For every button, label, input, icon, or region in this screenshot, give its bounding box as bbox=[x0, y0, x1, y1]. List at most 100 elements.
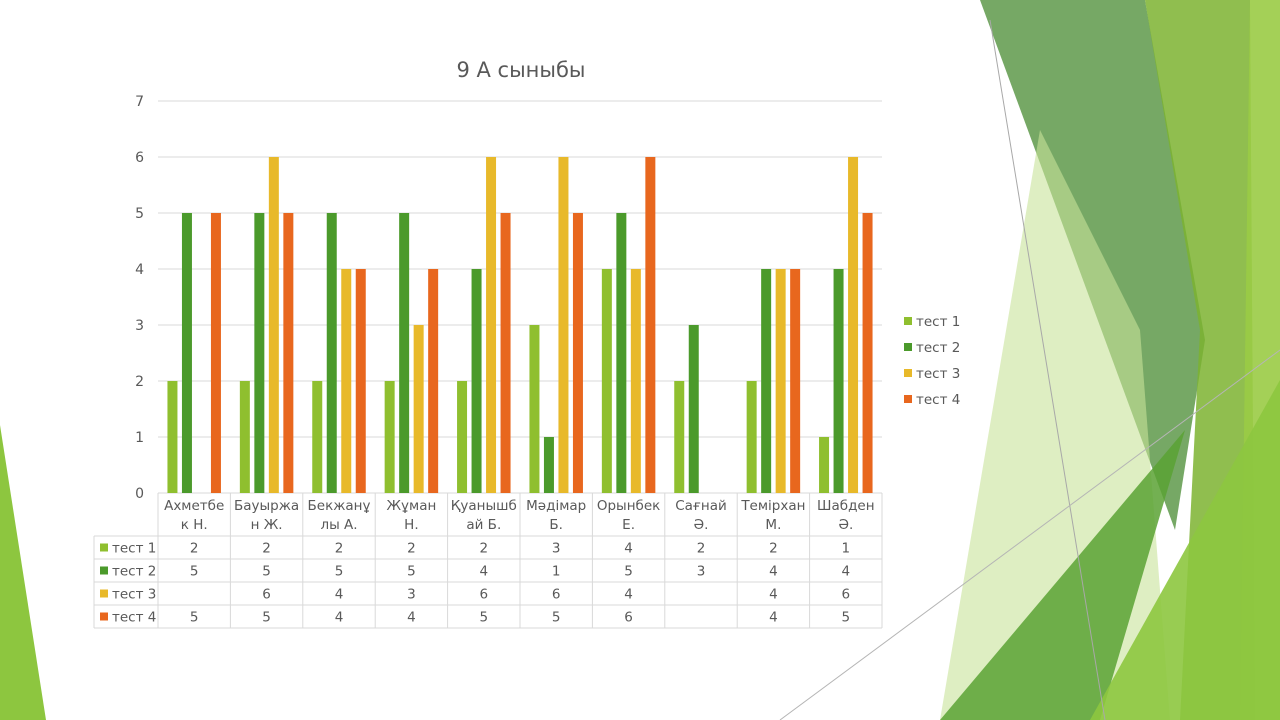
table-cell: 6 bbox=[480, 587, 489, 603]
category-label: Ә. bbox=[694, 517, 709, 533]
bar bbox=[790, 269, 801, 493]
category-label: Жұман bbox=[386, 498, 436, 514]
table-cell: 3 bbox=[697, 564, 706, 580]
table-cell: 1 bbox=[842, 541, 851, 557]
bar bbox=[616, 213, 627, 493]
bar bbox=[645, 157, 656, 493]
y-tick-label: 6 bbox=[135, 150, 144, 166]
legend-key bbox=[904, 317, 912, 325]
bar bbox=[239, 381, 250, 493]
category-label: Мәдімар bbox=[526, 498, 586, 514]
table-cell: 2 bbox=[769, 541, 778, 557]
legend-key bbox=[904, 369, 912, 377]
table-cell: 2 bbox=[480, 541, 489, 557]
bar bbox=[601, 269, 612, 493]
bar bbox=[529, 325, 540, 493]
category-label: Ә. bbox=[838, 517, 853, 533]
table-cell: 5 bbox=[407, 564, 416, 580]
y-tick-label: 5 bbox=[135, 206, 144, 222]
category-label: ай Б. bbox=[466, 517, 501, 533]
bar bbox=[355, 269, 366, 493]
gridlines bbox=[158, 100, 882, 494]
y-tick-label: 7 bbox=[135, 94, 144, 110]
legend-label: тест 2 bbox=[916, 340, 960, 356]
category-label: Б. bbox=[549, 517, 563, 533]
bar bbox=[326, 213, 337, 493]
data-table: Ахметбе к Н. Бауыржа н Ж. Бекжанұ лы А. Жұман Н… bbox=[93, 493, 883, 629]
bar bbox=[761, 269, 772, 493]
legend-label: тест 4 bbox=[916, 392, 960, 408]
table-series-name: тест 2 bbox=[112, 564, 156, 580]
bar bbox=[312, 381, 323, 493]
category-label: Н. bbox=[404, 517, 418, 533]
bar bbox=[428, 269, 439, 493]
table-cell: 3 bbox=[407, 587, 416, 603]
table-cell: 4 bbox=[624, 587, 633, 603]
decor-shape bbox=[1090, 380, 1280, 720]
category-label: Ахметбе bbox=[164, 498, 224, 514]
bar bbox=[746, 381, 757, 493]
bar bbox=[471, 269, 482, 493]
category-label: н Ж. bbox=[251, 517, 283, 533]
table-cell: 6 bbox=[842, 587, 851, 603]
table-cell: 5 bbox=[480, 610, 489, 626]
y-tick-label: 0 bbox=[135, 486, 144, 502]
category-label: лы А. bbox=[320, 517, 357, 533]
table-cell: 4 bbox=[480, 564, 489, 580]
bar bbox=[413, 325, 424, 493]
table-cell: 5 bbox=[190, 564, 199, 580]
bar bbox=[674, 381, 685, 493]
bar bbox=[848, 157, 859, 493]
bar bbox=[457, 381, 468, 493]
bar bbox=[558, 157, 569, 493]
legend-key bbox=[904, 343, 912, 351]
table-cell: 2 bbox=[335, 541, 344, 557]
table-series-name: тест 3 bbox=[112, 587, 156, 603]
y-tick-label: 2 bbox=[135, 374, 144, 390]
bar bbox=[399, 213, 410, 493]
table-series-name: тест 1 bbox=[112, 541, 156, 557]
table-cell: 4 bbox=[769, 587, 778, 603]
category-label: М. bbox=[765, 517, 781, 533]
table-legend-key bbox=[100, 543, 108, 552]
bar bbox=[688, 325, 699, 493]
bar bbox=[283, 213, 294, 493]
category-label: Сағнай bbox=[675, 498, 727, 514]
table-series-name: тест 4 bbox=[112, 610, 156, 626]
category-label: к Н. bbox=[181, 517, 208, 533]
category-label: Қуанышб bbox=[451, 498, 517, 514]
legend: тест 1 тест 2 тест 3 тест 4 bbox=[904, 314, 960, 408]
bar bbox=[254, 213, 265, 493]
table-cell: 4 bbox=[842, 564, 851, 580]
table-cell: 6 bbox=[262, 587, 271, 603]
bar bbox=[167, 381, 178, 493]
table-cell: 4 bbox=[335, 587, 344, 603]
table-cell: 3 bbox=[552, 541, 561, 557]
decor-shape bbox=[940, 430, 1185, 720]
bar bbox=[500, 213, 511, 493]
y-tick-label: 1 bbox=[135, 430, 144, 446]
y-tick-label: 3 bbox=[135, 318, 144, 334]
bar bbox=[181, 213, 192, 493]
y-tick-label: 4 bbox=[135, 262, 144, 278]
table-cell: 4 bbox=[769, 610, 778, 626]
bar bbox=[819, 437, 830, 493]
y-axis: 0 1 2 3 4 5 6 7 bbox=[135, 94, 144, 502]
table-cell: 5 bbox=[624, 564, 633, 580]
legend-label: тест 1 bbox=[916, 314, 960, 330]
bar bbox=[341, 269, 352, 493]
table-cell: 1 bbox=[552, 564, 561, 580]
bar bbox=[833, 269, 844, 493]
bar bbox=[384, 381, 395, 493]
table-cell: 6 bbox=[552, 587, 561, 603]
bar bbox=[572, 213, 583, 493]
table-legend-key bbox=[100, 566, 108, 575]
table-cell: 2 bbox=[190, 541, 199, 557]
decor-line bbox=[779, 349, 1280, 720]
bars bbox=[167, 157, 873, 493]
table-cell: 4 bbox=[769, 564, 778, 580]
category-label: Бекжанұ bbox=[308, 498, 371, 514]
category-label: Шабден bbox=[817, 498, 875, 514]
